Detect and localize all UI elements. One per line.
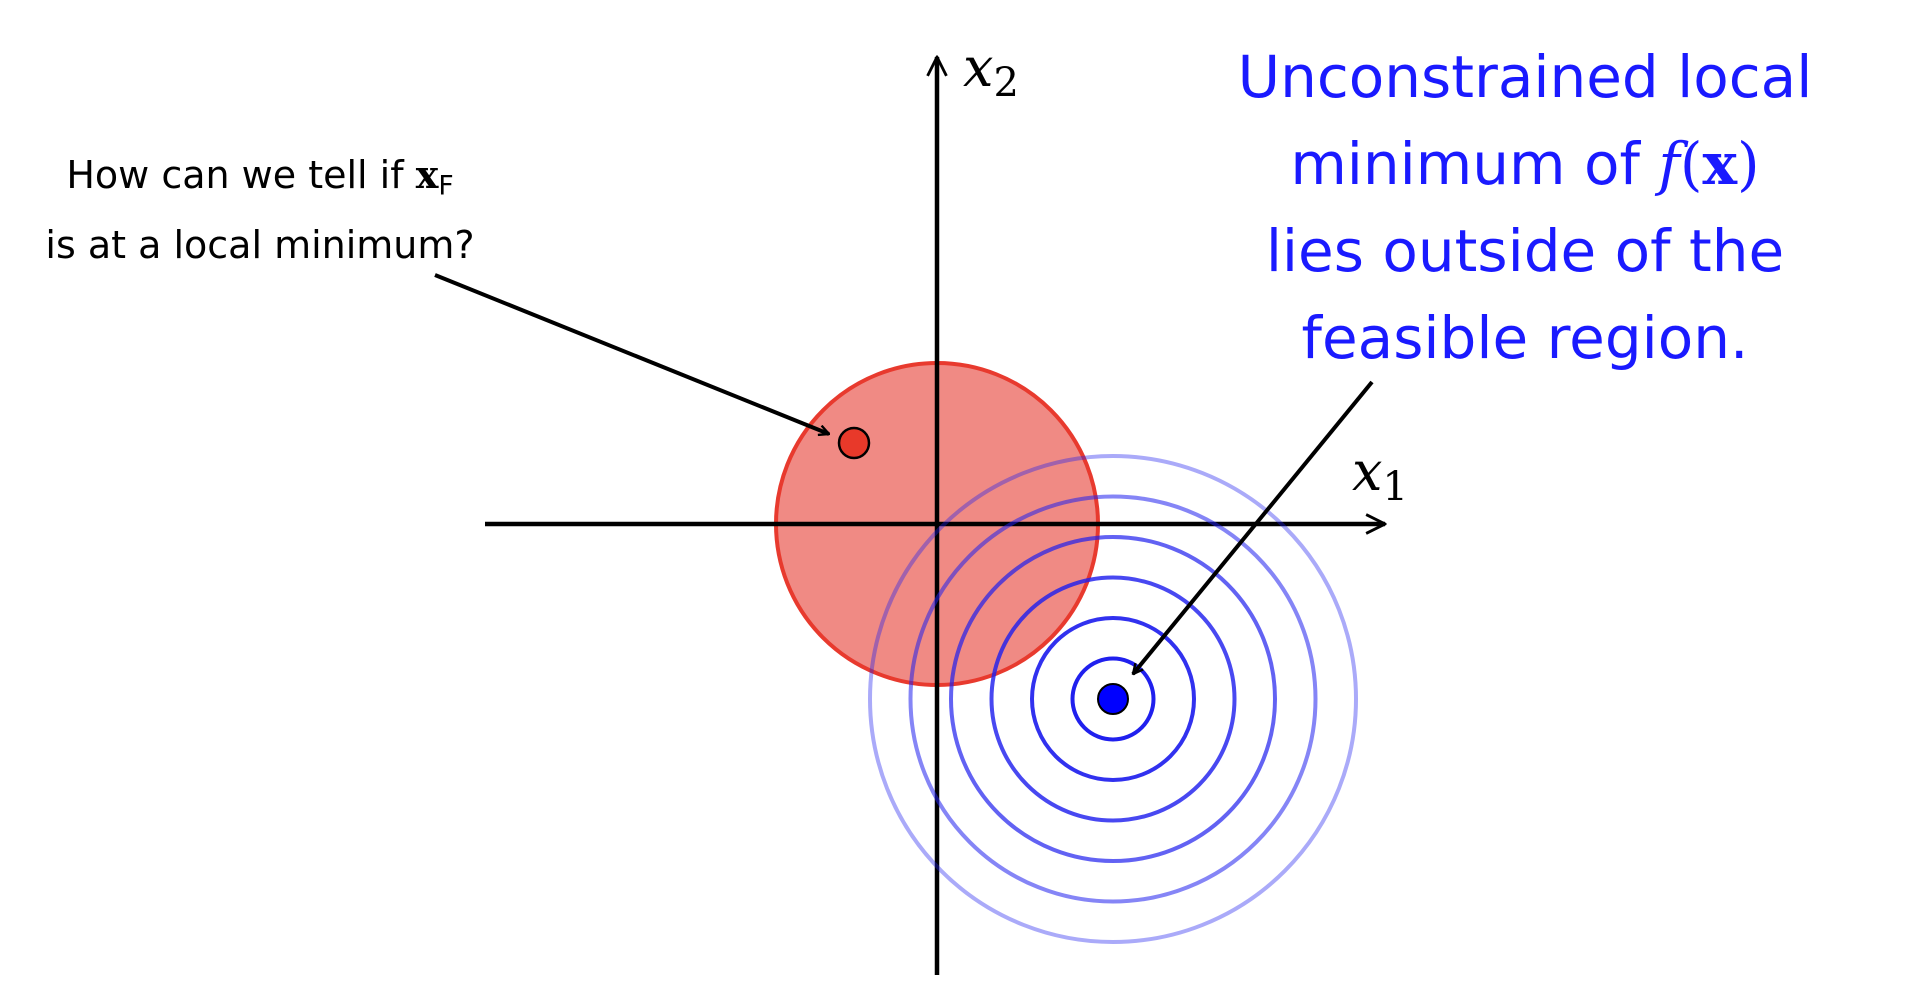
right-annotation-arrow [1133, 380, 1374, 674]
contour-line-5 [908, 494, 1318, 904]
xf-question-line-2: is at a local minimum? [45, 222, 475, 267]
unconstrained-minimum-point [1097, 683, 1129, 715]
xf-question-line-1: How can we tell if xF [66, 152, 454, 202]
annotation-line-1: Unconstrained local [1237, 43, 1813, 111]
left-annotation-arrow [434, 273, 829, 434]
objective-contours [868, 454, 1358, 944]
annotation-line-4: feasible region. [1301, 304, 1749, 372]
contour-line-4 [949, 535, 1277, 863]
xf-subscript: F [438, 170, 454, 202]
contour-line-2 [1030, 616, 1196, 782]
x2-axis-label: x2 [963, 36, 1019, 106]
xf-symbol: x [415, 152, 439, 197]
x1-axis-label: x1 [1352, 440, 1408, 510]
contour-line-3 [989, 575, 1237, 823]
contour-line-1 [1070, 656, 1156, 742]
xf-question-annotation: How can we tell if xF is at a local mini… [0, 146, 520, 274]
unconstrained-minimum-annotation: Unconstrained local minimum of f(x) lies… [1200, 34, 1850, 382]
annotation-line-2: minimum of f(x) [1290, 130, 1760, 198]
feasible-point-xf [837, 426, 871, 460]
contour-line-6 [868, 454, 1358, 944]
annotation-line-3: lies outside of the [1265, 217, 1785, 285]
